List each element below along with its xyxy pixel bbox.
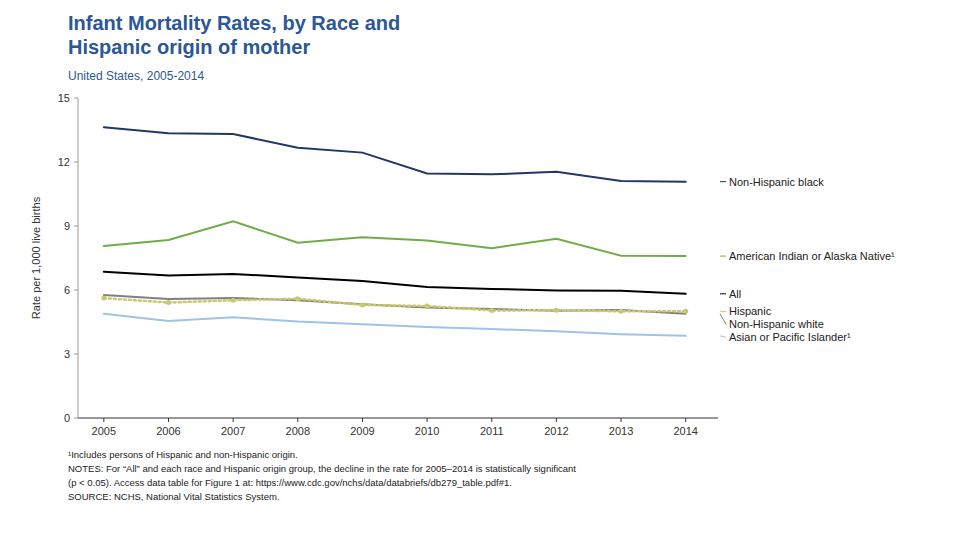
y-tick: [74, 418, 78, 419]
y-tick-label: 0: [64, 412, 70, 424]
x-tick-label: 2009: [350, 425, 374, 437]
footnote: (p < 0.05). Access data table for Figure…: [68, 477, 512, 488]
footnote: ¹Includes persons of Hispanic and non-Hi…: [68, 449, 298, 460]
point-marker: [231, 298, 236, 303]
label-leader: [720, 181, 726, 182]
label-leader: [720, 336, 726, 337]
point-marker: [295, 296, 300, 301]
footnote: SOURCE: NCHS, National Vital Statistics …: [68, 491, 280, 502]
series-line: [104, 295, 686, 314]
series-group: [101, 127, 688, 336]
y-tick-label: 3: [64, 348, 70, 360]
series-label: Asian or Pacific Islander¹: [729, 331, 851, 343]
y-tick-label: 12: [58, 156, 70, 168]
series-label: American Indian or Alaska Native¹: [729, 250, 895, 262]
x-tick: [297, 418, 298, 422]
series-label: All: [729, 288, 741, 300]
y-tick: [74, 98, 78, 99]
title: Infant Mortality Rates, by Race and: [68, 12, 400, 34]
label-leader: [720, 314, 726, 325]
point-marker: [554, 308, 559, 313]
x-axis-line: [78, 418, 718, 419]
series-label: Hispanic: [729, 305, 772, 317]
y-tick: [74, 162, 78, 163]
x-tick: [362, 418, 363, 422]
x-tick-label: 2012: [544, 425, 568, 437]
point-marker: [619, 309, 624, 314]
x-tick: [103, 418, 104, 422]
title: Hispanic origin of mother: [68, 36, 310, 58]
x-tick-label: 2010: [415, 425, 439, 437]
y-tick-label: 15: [58, 92, 70, 104]
x-tick: [233, 418, 234, 422]
x-tick: [556, 418, 557, 422]
x-tick-label: 2005: [92, 425, 116, 437]
x-tick: [621, 418, 622, 422]
point-marker: [489, 308, 494, 313]
chart: Infant Mortality Rates, by Race andHispa…: [0, 0, 960, 540]
x-tick: [427, 418, 428, 422]
subtitle: United States, 2005-2014: [68, 69, 204, 83]
x-tick-label: 2013: [609, 425, 633, 437]
y-axis-label: Rate per 1,000 live births: [30, 196, 42, 319]
x-tick: [491, 418, 492, 422]
point-marker: [683, 309, 688, 314]
x-tick-label: 2011: [480, 425, 504, 437]
y-tick: [74, 354, 78, 355]
x-tick-label: 2006: [156, 425, 180, 437]
x-tick: [685, 418, 686, 422]
label-leader: [720, 311, 726, 312]
series-line: [104, 314, 686, 336]
series-line: [104, 127, 686, 181]
point-marker: [425, 304, 430, 309]
x-tick-label: 2007: [221, 425, 245, 437]
series-line: [104, 272, 686, 294]
x-tick: [168, 418, 169, 422]
x-tick-label: 2008: [286, 425, 310, 437]
y-axis-line: [78, 98, 79, 418]
series-line: [104, 298, 686, 311]
x-tick-label: 2014: [673, 425, 697, 437]
point-marker: [166, 300, 171, 305]
series-line: [104, 221, 686, 256]
point-marker: [360, 302, 365, 307]
label-leader: [720, 293, 726, 294]
y-tick: [74, 226, 78, 227]
footnote: NOTES: For “All” and each race and Hispa…: [68, 463, 576, 474]
series-label: Non-Hispanic black: [729, 176, 824, 188]
y-tick: [74, 290, 78, 291]
point-marker: [101, 296, 106, 301]
label-leader: [720, 256, 726, 257]
y-tick-label: 6: [64, 284, 70, 296]
series-label: Non-Hispanic white: [729, 318, 824, 330]
y-tick-label: 9: [64, 220, 70, 232]
